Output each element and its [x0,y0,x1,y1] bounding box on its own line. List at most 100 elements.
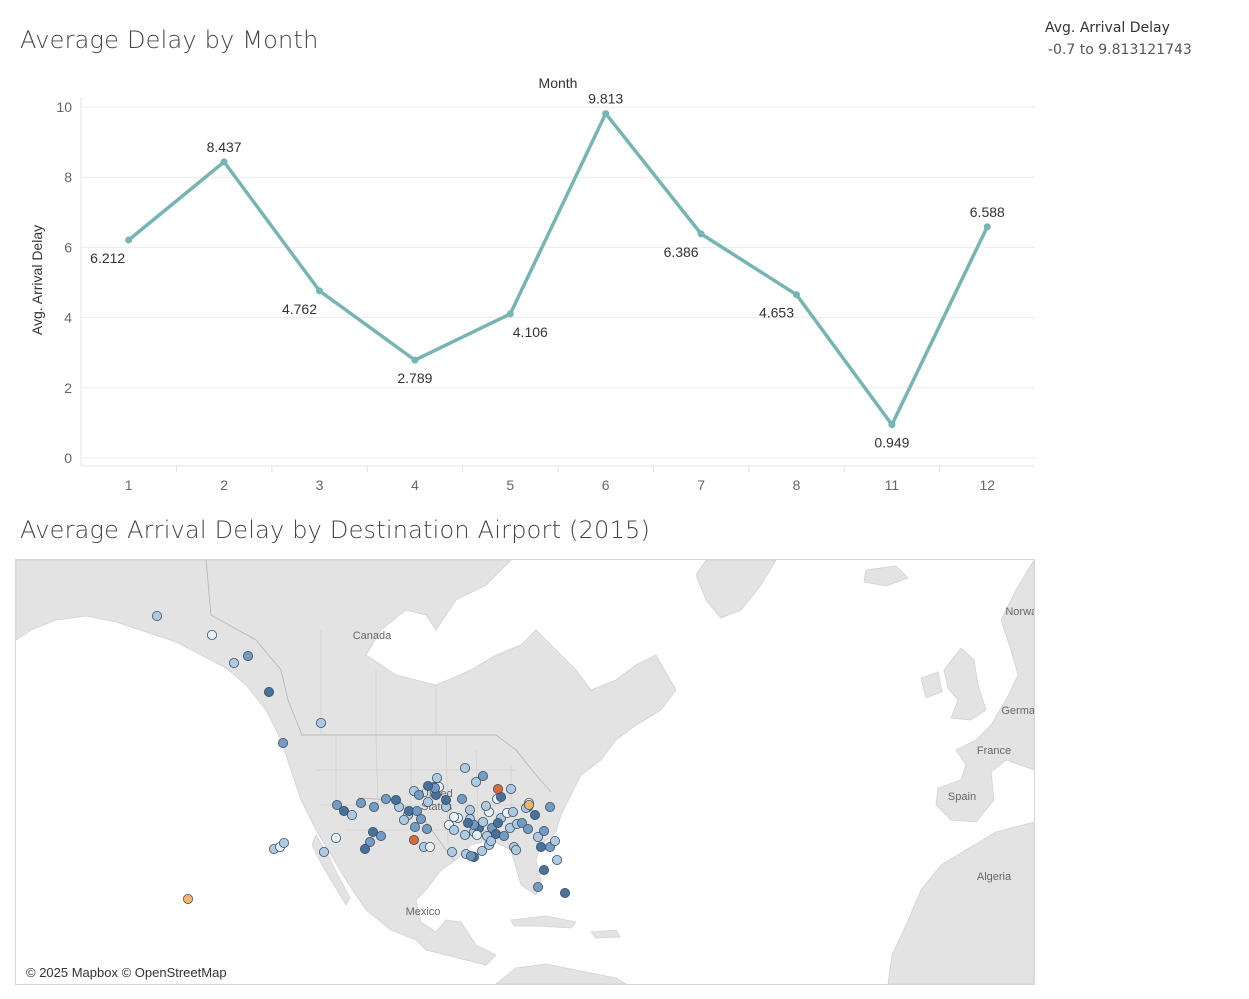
airport-marker[interactable] [507,806,518,817]
data-point[interactable] [888,421,896,429]
airport-marker[interactable] [536,841,547,852]
airport-marker[interactable] [470,776,481,787]
airport-marker[interactable] [364,836,375,847]
airport-marker[interactable] [424,841,435,852]
airport-marker[interactable] [422,796,433,807]
y-tick-label: 2 [64,380,72,396]
airport-marker[interactable] [530,809,541,820]
airport-marker[interactable] [560,887,571,898]
data-label: 4.653 [759,305,794,321]
airport-marker[interactable] [516,817,527,828]
airport-marker[interactable] [277,737,288,748]
airport-marker[interactable] [151,611,162,622]
data-point[interactable] [983,223,991,231]
airport-marker[interactable] [421,823,432,834]
data-point[interactable] [316,287,323,295]
airport-delay-map[interactable]: CanadaUnitedStatesMexicoFranceSpainAlger… [15,559,1035,985]
airport-marker[interactable] [398,814,409,825]
airport-marker[interactable] [550,835,561,846]
data-point[interactable] [793,291,800,299]
place-label: Norway [1005,606,1034,618]
airport-marker[interactable] [492,817,503,828]
airport-marker[interactable] [338,805,349,816]
airport-marker[interactable] [459,829,470,840]
airport-marker[interactable] [533,881,544,892]
series-line[interactable] [127,111,989,427]
airport-marker[interactable] [446,846,457,857]
airport-marker[interactable] [415,813,426,824]
data-point[interactable] [602,110,610,118]
airport-marker[interactable] [462,817,473,828]
airport-marker[interactable] [263,687,274,698]
place-label: Spain [948,791,976,803]
airport-marker[interactable] [408,834,419,845]
airport-marker[interactable] [477,816,488,827]
airport-marker[interactable] [278,837,289,848]
airport-marker[interactable] [510,844,521,855]
airport-marker[interactable] [206,630,217,641]
color-legend-range[interactable]: -0.7 to 9.813121743 [1048,42,1192,58]
airport-marker[interactable] [505,783,516,794]
airport-marker[interactable] [459,762,470,773]
airport-marker[interactable] [498,830,509,841]
airport-marker[interactable] [368,801,379,812]
airport-marker[interactable] [477,770,488,781]
airport-marker[interactable] [431,772,442,783]
airport-marker[interactable] [318,846,329,857]
airport-marker[interactable] [523,799,534,810]
airport-marker[interactable] [380,793,391,804]
airport-marker[interactable] [539,825,550,836]
airport-markers[interactable] [151,611,571,904]
airport-marker[interactable] [355,797,366,808]
land-caribbean [510,915,621,939]
data-point[interactable] [125,236,133,244]
data-label: 8.437 [207,139,242,155]
airport-marker[interactable] [330,832,341,843]
airport-marker[interactable] [413,789,424,800]
airport-marker[interactable] [464,804,475,815]
airport-marker[interactable] [552,854,563,865]
airport-marker[interactable] [331,799,342,810]
airport-marker[interactable] [485,835,496,846]
airport-marker[interactable] [375,830,386,841]
airport-marker[interactable] [465,850,476,861]
airport-marker[interactable] [409,821,420,832]
airport-marker[interactable] [182,893,193,904]
data-point[interactable] [411,356,419,364]
y-tick-labels: 0 2 4 6 8 10 [56,99,72,466]
airport-marker[interactable] [346,809,357,820]
y-tick-label: 8 [64,169,72,185]
airport-marker[interactable] [228,658,239,669]
airport-marker[interactable] [390,794,401,805]
y-tick-label: 6 [64,239,72,255]
map-attribution[interactable]: © 2025 Mapbox © OpenStreetMap [18,963,235,982]
airport-marker[interactable] [480,800,491,811]
airport-marker[interactable] [422,780,433,791]
data-point[interactable] [697,230,705,238]
airport-marker[interactable] [522,823,533,834]
airport-marker[interactable] [359,843,370,854]
airport-marker[interactable] [539,864,550,875]
airport-marker[interactable] [242,651,253,662]
airport-marker[interactable] [440,794,451,805]
airport-marker[interactable] [448,811,459,822]
airport-marker[interactable] [456,793,467,804]
x-tick-label: 2 [220,477,228,493]
airport-marker[interactable] [315,717,326,728]
map-title: Average Arrival Delay by Destination Air… [20,516,651,544]
airport-marker[interactable] [533,831,544,842]
data-point[interactable] [220,158,228,166]
data-label: 2.789 [397,370,432,386]
airport-marker[interactable] [492,783,503,794]
data-point[interactable] [506,310,514,318]
map-canvas[interactable]: CanadaUnitedStatesMexicoFranceSpainAlger… [16,560,1034,984]
x-tick-label: 11 [885,477,900,493]
airport-marker[interactable] [448,824,459,835]
airport-marker[interactable] [471,829,482,840]
airport-marker[interactable] [476,845,487,856]
airport-marker[interactable] [411,805,422,816]
airport-marker[interactable] [545,801,556,812]
color-legend-title: Avg. Arrival Delay [1045,20,1170,36]
airport-marker[interactable] [367,826,378,837]
